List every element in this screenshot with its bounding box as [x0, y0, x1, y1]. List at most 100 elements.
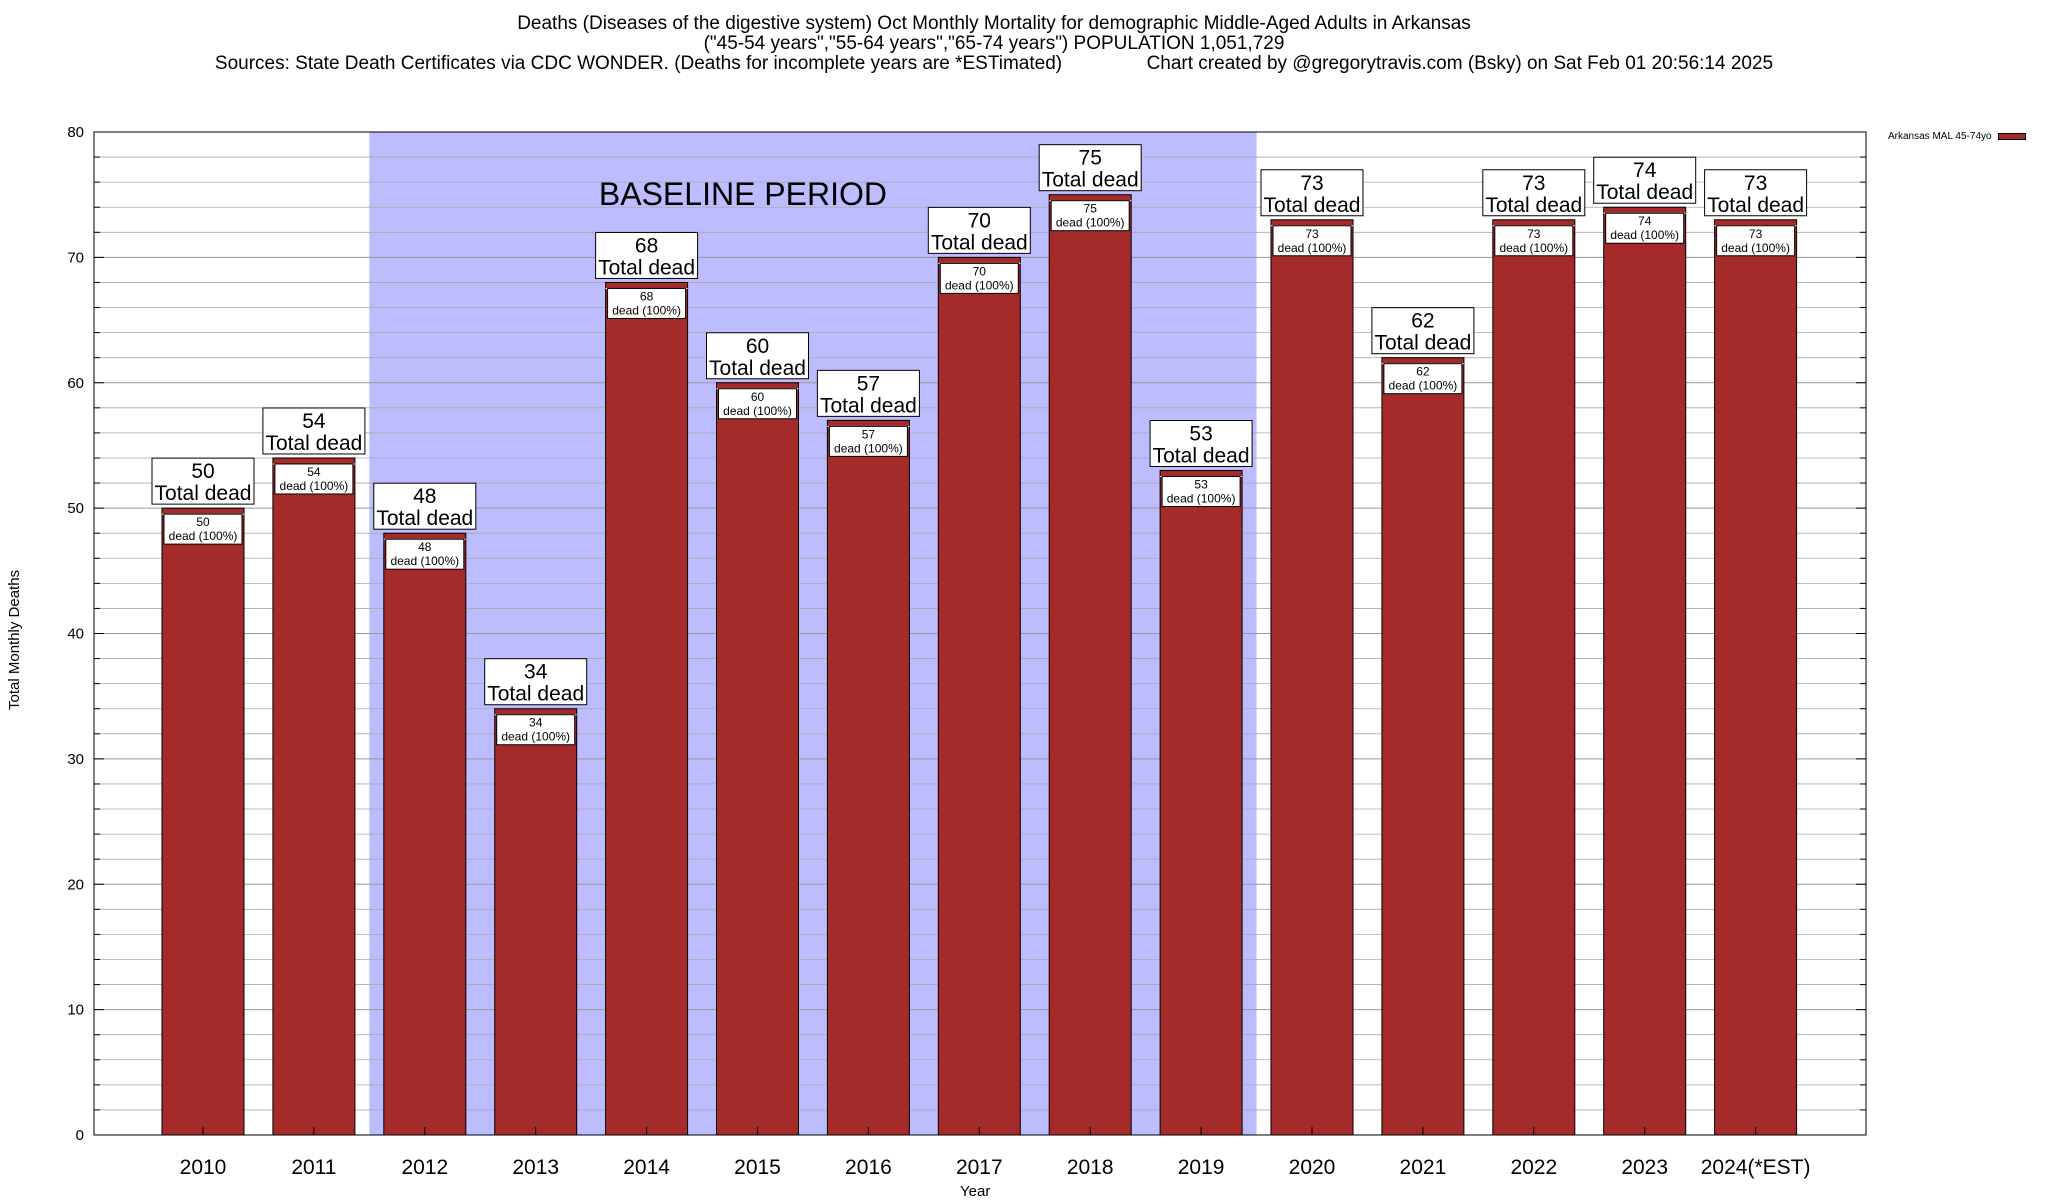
- bar: [272, 457, 356, 1136]
- x-tick-label: 2011: [291, 1156, 336, 1179]
- top-label-text: Total dead: [1042, 169, 1139, 192]
- top-label-box: [1260, 169, 1364, 217]
- top-label-box: [706, 332, 809, 380]
- x-tick-label: 2017: [956, 1156, 1003, 1179]
- bar: [494, 708, 578, 1136]
- inner-label-value: 53: [1194, 478, 1208, 492]
- inner-label-value: 50: [196, 515, 210, 529]
- inner-label-text: dead (100%): [1056, 216, 1125, 230]
- bar: [383, 532, 467, 1136]
- y-tick-label: 20: [67, 876, 84, 893]
- top-label-text: Total dead: [265, 432, 362, 455]
- top-label-text: Total dead: [1153, 445, 1250, 468]
- x-tick-label: 2021: [1400, 1156, 1447, 1179]
- inner-label-text: dead (100%): [723, 404, 792, 418]
- x-tick-label: 2012: [401, 1156, 448, 1179]
- inner-label-box: [1050, 200, 1130, 232]
- top-label-box: [1704, 169, 1808, 217]
- top-label-value: 68: [635, 234, 658, 257]
- top-label-box: [262, 407, 366, 455]
- x-tick-label: 2013: [512, 1156, 559, 1179]
- inner-label-box: [1494, 225, 1574, 257]
- bar: [605, 281, 689, 1136]
- top-label-box: [1482, 169, 1586, 217]
- baseline-band-label: BASELINE PERIOD: [599, 176, 887, 212]
- inner-label-text: dead (100%): [280, 479, 349, 493]
- y-tick-label: 80: [67, 124, 84, 141]
- inner-label-text: dead (100%): [169, 529, 238, 543]
- x-tick-label: 2022: [1510, 1156, 1557, 1179]
- y-tick-label: 30: [67, 751, 84, 768]
- x-tick-label: 2015: [734, 1156, 781, 1179]
- top-label-value: 70: [968, 209, 991, 232]
- bar: [1492, 219, 1576, 1136]
- top-label-box: [1371, 307, 1475, 355]
- inner-label-box: [496, 714, 576, 746]
- inner-label-text: dead (100%): [1389, 379, 1458, 393]
- source-line: Sources: State Death Certificates via CD…: [214, 53, 1063, 74]
- bar: [1381, 357, 1465, 1136]
- inner-label-value: 75: [1084, 202, 1098, 216]
- x-tick-label: 2020: [1289, 1156, 1336, 1179]
- y-axis-label: Total Monthly Deaths: [6, 569, 23, 710]
- inner-label-value: 68: [640, 289, 654, 303]
- top-label-box: [927, 206, 1031, 254]
- inner-label-box: [1161, 476, 1241, 508]
- bar: [161, 507, 245, 1136]
- legend-label: Arkansas MAL 45-74yo: [1888, 131, 1992, 142]
- inner-label-box: [607, 287, 687, 319]
- bar: [716, 382, 799, 1136]
- inner-label-text: dead (100%): [834, 441, 903, 455]
- inner-label-value: 73: [1749, 227, 1763, 241]
- inner-label-box: [1716, 225, 1796, 257]
- top-label-text: Total dead: [1374, 332, 1471, 355]
- top-label-value: 57: [857, 372, 880, 395]
- top-label-value: 74: [1633, 159, 1657, 182]
- inner-label-value: 70: [973, 264, 987, 278]
- top-label-text: Total dead: [487, 683, 584, 706]
- inner-label-value: 73: [1305, 227, 1319, 241]
- y-tick-label: 10: [67, 1002, 84, 1019]
- inner-label-text: dead (100%): [612, 303, 681, 317]
- bar: [1603, 206, 1687, 1136]
- top-label-value: 54: [302, 410, 326, 433]
- top-label-box: [373, 482, 477, 530]
- y-tick-label: 60: [67, 375, 84, 392]
- top-label-box: [595, 231, 699, 279]
- x-tick-label: 2023: [1621, 1156, 1668, 1179]
- bar: [1714, 219, 1798, 1136]
- inner-label-text: dead (100%): [1278, 241, 1347, 255]
- inner-label-value: 62: [1416, 365, 1430, 379]
- inner-label-box: [939, 262, 1019, 294]
- source-credit-line: Sources: State Death Certificates via CD…: [0, 54, 2018, 74]
- credit-line: Chart created by @gregorytravis.com (Bsk…: [1146, 53, 1774, 74]
- top-label-value: 48: [413, 485, 436, 508]
- inner-label-text: dead (100%): [945, 278, 1014, 292]
- inner-label-box: [385, 538, 465, 570]
- top-label-value: 73: [1522, 172, 1545, 195]
- top-label-text: Total dead: [1707, 194, 1804, 217]
- inner-label-text: dead (100%): [1721, 241, 1790, 255]
- top-label-text: Total dead: [376, 507, 473, 530]
- top-label-value: 73: [1744, 172, 1767, 195]
- inner-label-value: 74: [1638, 214, 1652, 228]
- bar: [1159, 470, 1243, 1136]
- plot-border: [93, 131, 1867, 1136]
- inner-label-value: 54: [307, 465, 321, 479]
- inner-label-text: dead (100%): [1167, 492, 1236, 506]
- top-label-box: [816, 369, 920, 417]
- inner-label-value: 57: [862, 427, 876, 441]
- top-label-value: 73: [1300, 172, 1323, 195]
- inner-label-value: 34: [529, 716, 543, 730]
- inner-label-text: dead (100%): [1499, 241, 1568, 255]
- y-tick-label: 50: [67, 500, 84, 517]
- chart-subtitle: ("45-54 years","55-64 years","65-74 year…: [703, 33, 1285, 54]
- inner-label-text: dead (100%): [390, 554, 459, 568]
- top-label-text: Total dead: [1596, 181, 1693, 204]
- top-label-box: [1149, 420, 1253, 468]
- top-label-value: 75: [1079, 147, 1102, 170]
- inner-label-value: 48: [418, 540, 432, 554]
- inner-label-box: [274, 463, 354, 495]
- inner-label-box: [1272, 225, 1352, 257]
